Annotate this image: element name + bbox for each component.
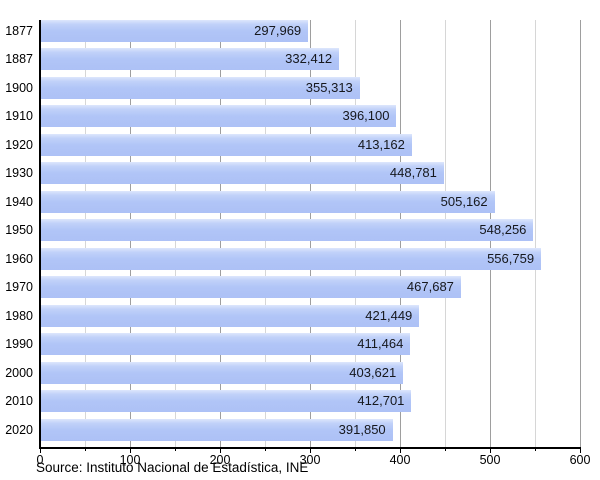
- bar-1930: 448,781: [40, 162, 444, 185]
- minor-tick: [264, 448, 266, 451]
- major-tick: [219, 448, 221, 453]
- x-axis-line: [39, 447, 581, 449]
- minor-tick: [354, 448, 356, 451]
- year-label-2020: 2020: [5, 422, 33, 437]
- bar-value-label: 548,256: [479, 222, 527, 238]
- major-tick: [579, 448, 581, 453]
- bar-2000: 403,621: [40, 361, 404, 384]
- minor-gridline: [534, 20, 536, 447]
- bar-1910: 396,100: [40, 105, 397, 128]
- bar-value-label: 413,162: [357, 136, 405, 152]
- x-tick-label-400: 400: [389, 453, 411, 467]
- major-tick: [399, 448, 401, 453]
- year-label-2000: 2000: [5, 365, 33, 380]
- y-axis-line: [39, 20, 41, 449]
- bar-1980: 421,449: [40, 304, 420, 327]
- bar-value-label: 391,850: [338, 421, 386, 437]
- bar-1950: 548,256: [40, 219, 534, 242]
- bar-1887: 332,412: [40, 48, 340, 71]
- year-label-1950: 1950: [5, 223, 33, 238]
- minor-tick: [534, 448, 536, 451]
- major-tick: [489, 448, 491, 453]
- year-label-1877: 1877: [5, 24, 33, 38]
- year-label-1887: 1887: [5, 52, 33, 67]
- year-label-1940: 1940: [5, 194, 33, 209]
- bar-value-label: 355,313: [305, 79, 353, 95]
- source-note: Source: Instituto Nacional de Estadístic…: [36, 460, 309, 475]
- x-tick-label-0: 0: [36, 453, 44, 467]
- major-gridline: [579, 20, 581, 447]
- bar-1940: 505,162: [40, 190, 495, 213]
- year-label-1960: 1960: [5, 251, 33, 266]
- minor-tick: [174, 448, 176, 451]
- x-tick-label-600: 600: [569, 453, 591, 467]
- minor-tick: [84, 448, 86, 451]
- bar-value-label: 396,100: [342, 108, 390, 124]
- year-label-1930: 1930: [5, 166, 33, 181]
- year-label-1920: 1920: [5, 137, 33, 152]
- year-label-2010: 2010: [5, 394, 33, 409]
- bar-1900: 355,313: [40, 76, 360, 99]
- year-label-1980: 1980: [5, 308, 33, 323]
- x-tick-label-100: 100: [119, 453, 141, 467]
- bar-2020: 391,850: [40, 418, 393, 441]
- bar-value-label: 403,621: [349, 364, 397, 380]
- bar-1877: 297,969: [40, 20, 309, 42]
- year-label-1970: 1970: [5, 280, 33, 295]
- year-label-1990: 1990: [5, 337, 33, 352]
- x-tick-label-300: 300: [299, 453, 321, 467]
- bar-value-label: 421,449: [365, 307, 413, 323]
- bar-value-label: 412,701: [357, 393, 405, 409]
- x-tick-label-200: 200: [209, 453, 231, 467]
- bar-1920: 413,162: [40, 133, 412, 156]
- x-tick-label-500: 500: [479, 453, 501, 467]
- bar-value-label: 411,464: [357, 336, 404, 352]
- year-label-1910: 1910: [5, 109, 33, 124]
- year-label-1900: 1900: [5, 80, 33, 95]
- bar-value-label: 332,412: [285, 51, 333, 67]
- bar-value-label: 505,162: [440, 193, 488, 209]
- bar-1970: 467,687: [40, 276, 461, 299]
- bar-value-label: 448,781: [389, 165, 437, 181]
- bar-value-label: 467,687: [406, 279, 454, 295]
- bar-value-label: 556,759: [487, 250, 535, 266]
- major-tick: [309, 448, 311, 453]
- bar-value-label: 297,969: [254, 23, 302, 38]
- bar-2010: 412,701: [40, 390, 412, 413]
- bar-1990: 411,464: [40, 333, 411, 356]
- major-tick: [39, 448, 41, 453]
- major-tick: [129, 448, 131, 453]
- minor-tick: [444, 448, 446, 451]
- plot-area: 297,969 332,412 355,313 396,100 413,162 448,7…: [40, 20, 581, 447]
- bar-1960: 556,759: [40, 247, 542, 270]
